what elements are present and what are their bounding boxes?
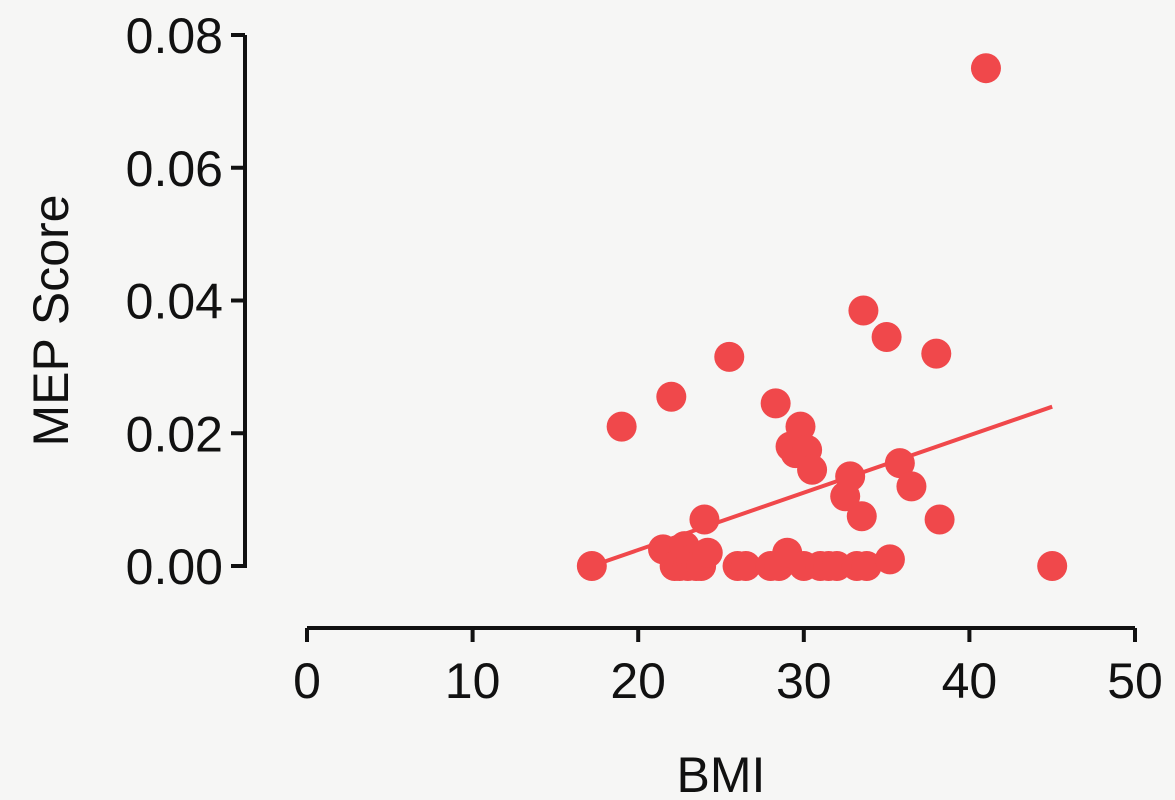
- data-point: [970, 53, 1001, 84]
- y-tick-label: 0.08: [126, 8, 223, 64]
- y-axis-title: MEP Score: [23, 195, 79, 447]
- data-point: [656, 381, 687, 412]
- data-points: [576, 53, 1068, 581]
- data-point: [835, 461, 866, 492]
- data-point: [921, 338, 952, 369]
- x-tick-label: 20: [610, 653, 666, 709]
- data-point: [851, 551, 882, 581]
- data-point: [896, 471, 927, 502]
- x-tick-label: 0: [293, 653, 321, 709]
- data-point: [692, 537, 723, 568]
- data-point: [689, 504, 720, 535]
- x-tick-label: 40: [942, 653, 998, 709]
- x-tick-label: 50: [1107, 653, 1163, 709]
- data-point: [714, 341, 745, 372]
- data-point: [848, 295, 879, 326]
- y-tick-label: 0.02: [126, 406, 223, 462]
- data-point: [1037, 551, 1068, 581]
- x-axis: 0 10 20 30 40 50: [293, 626, 1163, 709]
- data-point: [874, 544, 905, 575]
- data-point: [884, 448, 915, 479]
- data-point: [606, 411, 637, 442]
- data-point: [797, 454, 828, 485]
- x-tick-label: 10: [445, 653, 501, 709]
- x-tick-label: 30: [776, 653, 832, 709]
- data-point: [924, 504, 955, 535]
- data-point: [871, 322, 902, 353]
- data-point: [730, 551, 761, 581]
- y-tick-label: 0.00: [126, 539, 223, 595]
- y-axis: 0.00 0.02 0.04 0.06 0.08: [126, 8, 247, 595]
- y-tick-label: 0.06: [126, 141, 223, 197]
- data-point: [846, 501, 877, 532]
- data-point: [760, 388, 791, 419]
- x-axis-title: BMI: [677, 747, 766, 800]
- data-point: [576, 551, 607, 581]
- data-point: [785, 411, 816, 442]
- y-tick-label: 0.04: [126, 274, 223, 330]
